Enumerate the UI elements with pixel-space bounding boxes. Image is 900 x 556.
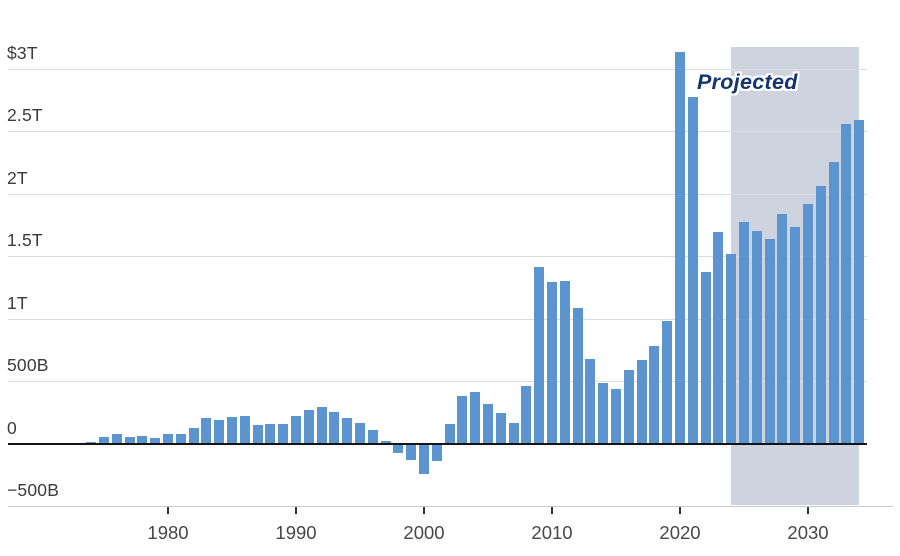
bar-1981 bbox=[175, 433, 186, 444]
bar-2031 bbox=[815, 186, 826, 444]
bar-1992 bbox=[316, 407, 327, 444]
bar-2017 bbox=[636, 360, 647, 444]
bar-2021 bbox=[687, 96, 698, 444]
bar-2028 bbox=[777, 213, 788, 444]
bar-2007 bbox=[508, 423, 519, 444]
x-axis-tick-2010 bbox=[551, 507, 553, 514]
bar-1982 bbox=[188, 427, 199, 444]
bar-2003 bbox=[457, 396, 468, 444]
bar-2001 bbox=[431, 444, 442, 461]
x-axis-tick-2030 bbox=[807, 507, 809, 514]
bar-2023 bbox=[713, 231, 724, 444]
y-axis-label-2000: 2T bbox=[7, 167, 28, 188]
x-axis-tick-2020 bbox=[679, 507, 681, 514]
x-axis-label-1990: 1990 bbox=[275, 522, 317, 543]
projected-annotation: Projected bbox=[697, 70, 798, 94]
bar-1991 bbox=[303, 409, 314, 444]
bar-2024 bbox=[726, 254, 737, 444]
x-axis-tick-1990 bbox=[295, 507, 297, 514]
y-axis-label-1500: 1.5T bbox=[7, 230, 43, 250]
bar-2008 bbox=[521, 386, 532, 444]
bar-2026 bbox=[751, 231, 762, 444]
bar-2020 bbox=[675, 52, 685, 444]
x-axis-label-2000: 2000 bbox=[403, 522, 445, 543]
bar-1989 bbox=[278, 424, 289, 444]
bar-1994 bbox=[342, 418, 353, 444]
bar-2009 bbox=[534, 266, 545, 444]
bar-1976 bbox=[111, 434, 122, 444]
bar-2015 bbox=[611, 388, 621, 444]
bar-2005 bbox=[483, 403, 493, 444]
bar-2033 bbox=[841, 123, 852, 444]
bar-1995 bbox=[355, 423, 365, 444]
bar-2011 bbox=[559, 281, 570, 444]
bar-2000 bbox=[419, 444, 429, 474]
bar-2010 bbox=[547, 281, 557, 444]
x-axis-label-2020: 2020 bbox=[659, 522, 701, 543]
bar-1986 bbox=[239, 415, 250, 444]
bar-2014 bbox=[598, 382, 609, 444]
gridline-3000 bbox=[8, 68, 867, 70]
bar-1979 bbox=[150, 438, 161, 444]
x-axis-tick-2000 bbox=[423, 507, 425, 514]
gridline-1000 bbox=[8, 318, 867, 320]
y-axis-label-0: 0 bbox=[7, 417, 17, 438]
bar-2032 bbox=[828, 162, 839, 444]
y-axis-label-500: 500B bbox=[7, 355, 49, 375]
bar-1990 bbox=[291, 415, 301, 444]
bar-1997 bbox=[380, 440, 391, 444]
bar-1999 bbox=[406, 444, 417, 461]
bar-1975 bbox=[99, 436, 109, 444]
gridline-2000 bbox=[8, 193, 867, 195]
bar-1993 bbox=[329, 411, 340, 444]
x-axis-line bbox=[8, 506, 893, 507]
gridline-500 bbox=[8, 381, 867, 382]
bar-1984 bbox=[214, 420, 225, 444]
bar-1977 bbox=[124, 436, 135, 444]
y-axis-label-3000: $3T bbox=[7, 42, 38, 63]
y-axis-label--500: −500B bbox=[7, 480, 60, 500]
bar-1980 bbox=[163, 434, 173, 444]
bar-2002 bbox=[444, 423, 455, 444]
zero-axis-line bbox=[8, 442, 867, 445]
bar-1988 bbox=[265, 424, 276, 444]
bar-1998 bbox=[393, 444, 404, 454]
bar-2006 bbox=[495, 412, 506, 444]
bar-2016 bbox=[623, 370, 634, 444]
bar-2022 bbox=[700, 271, 711, 444]
gridline-2500 bbox=[8, 131, 867, 132]
y-axis-label-1000: 1T bbox=[7, 292, 28, 313]
bar-1978 bbox=[137, 436, 148, 444]
bar-1985 bbox=[227, 417, 237, 444]
bar-2019 bbox=[662, 320, 673, 444]
bar-2018 bbox=[649, 346, 660, 444]
bar-1983 bbox=[201, 417, 212, 444]
bar-2027 bbox=[764, 238, 775, 444]
bar-2029 bbox=[790, 227, 801, 444]
bar-2013 bbox=[585, 358, 596, 444]
bar-2034 bbox=[854, 119, 865, 444]
y-axis-label-2500: 2.5T bbox=[7, 105, 43, 125]
bar-2012 bbox=[572, 307, 583, 444]
bar-1987 bbox=[252, 424, 263, 444]
x-axis-label-2010: 2010 bbox=[531, 522, 573, 543]
x-axis-tick-1980 bbox=[167, 507, 169, 514]
x-axis-label-1980: 1980 bbox=[147, 522, 189, 543]
bar-1996 bbox=[367, 430, 378, 444]
bar-2030 bbox=[803, 203, 813, 444]
x-axis-label-2030: 2030 bbox=[787, 522, 829, 543]
bar-2025 bbox=[739, 221, 749, 444]
bar-2004 bbox=[470, 391, 481, 444]
gridline-1500 bbox=[8, 256, 867, 257]
